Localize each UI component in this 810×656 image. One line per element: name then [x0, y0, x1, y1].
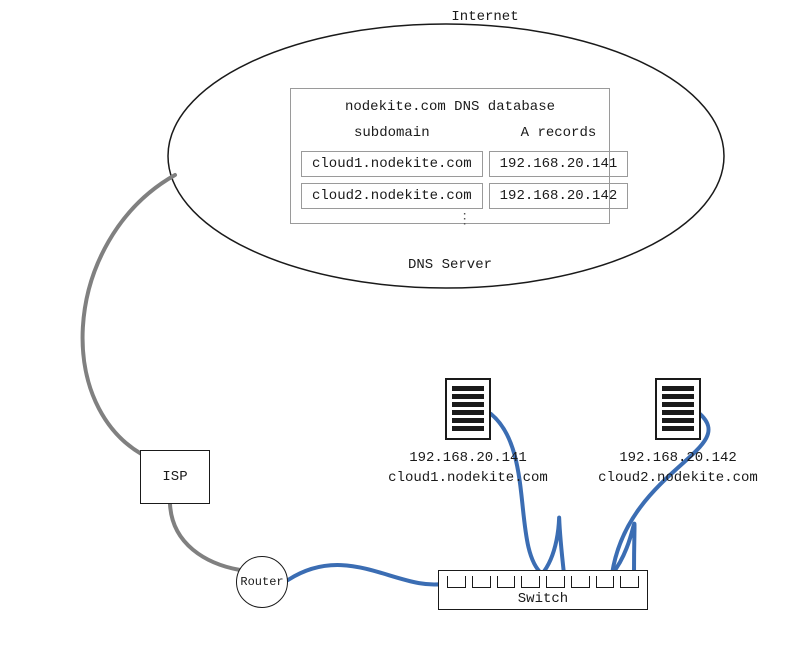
server-ip: 192.168.20.142 — [598, 448, 758, 468]
cable-router-switch — [288, 565, 448, 584]
cable-server1-switch-a — [491, 414, 542, 574]
dns-col-header-arecords: A records — [489, 123, 629, 145]
switch-port — [571, 576, 590, 588]
server-labels: 192.168.20.141 cloud1.nodekite.com — [388, 448, 548, 488]
dns-ellipsis: ⋮ — [301, 215, 628, 223]
cable-server1-switch-b — [542, 518, 564, 574]
switch-port — [521, 576, 540, 588]
switch-port — [472, 576, 491, 588]
dns-database-box: nodekite.com DNS database subdomain A re… — [290, 88, 610, 224]
cable-internet-isp — [83, 175, 175, 462]
router-node: Router — [236, 556, 288, 608]
dns-server-label: DNS Server — [290, 257, 610, 273]
dns-cell-subdomain: cloud1.nodekite.com — [301, 151, 483, 177]
diagram-canvas: { "colors": { "background": "#ffffff", "… — [0, 0, 810, 656]
switch-ports — [447, 576, 639, 588]
switch-port — [497, 576, 516, 588]
dns-table: subdomain A records cloud1.nodekite.com … — [301, 123, 599, 223]
switch-node: Switch — [438, 570, 648, 610]
server-labels: 192.168.20.142 cloud2.nodekite.com — [598, 448, 758, 488]
dns-cell-subdomain: cloud2.nodekite.com — [301, 183, 483, 209]
switch-port — [546, 576, 565, 588]
dns-cell-arecord: 192.168.20.142 — [489, 183, 629, 209]
cable-isp-router — [170, 504, 240, 570]
switch-port — [620, 576, 639, 588]
dns-box-title: nodekite.com DNS database — [301, 99, 599, 115]
dns-cell-arecord: 192.168.20.141 — [489, 151, 629, 177]
internet-label: Internet — [0, 9, 810, 25]
isp-label: ISP — [162, 469, 187, 485]
isp-node: ISP — [140, 450, 210, 504]
cable-server2-switch-b — [612, 524, 635, 574]
server-icon — [445, 378, 491, 440]
dns-col-header-subdomain: subdomain — [301, 123, 483, 145]
server-ip: 192.168.20.141 — [388, 448, 548, 468]
router-label: Router — [240, 575, 283, 589]
server-icon — [655, 378, 701, 440]
server-host: cloud1.nodekite.com — [388, 468, 548, 488]
switch-label: Switch — [439, 591, 647, 607]
server-host: cloud2.nodekite.com — [598, 468, 758, 488]
switch-port — [447, 576, 466, 588]
switch-port — [596, 576, 615, 588]
